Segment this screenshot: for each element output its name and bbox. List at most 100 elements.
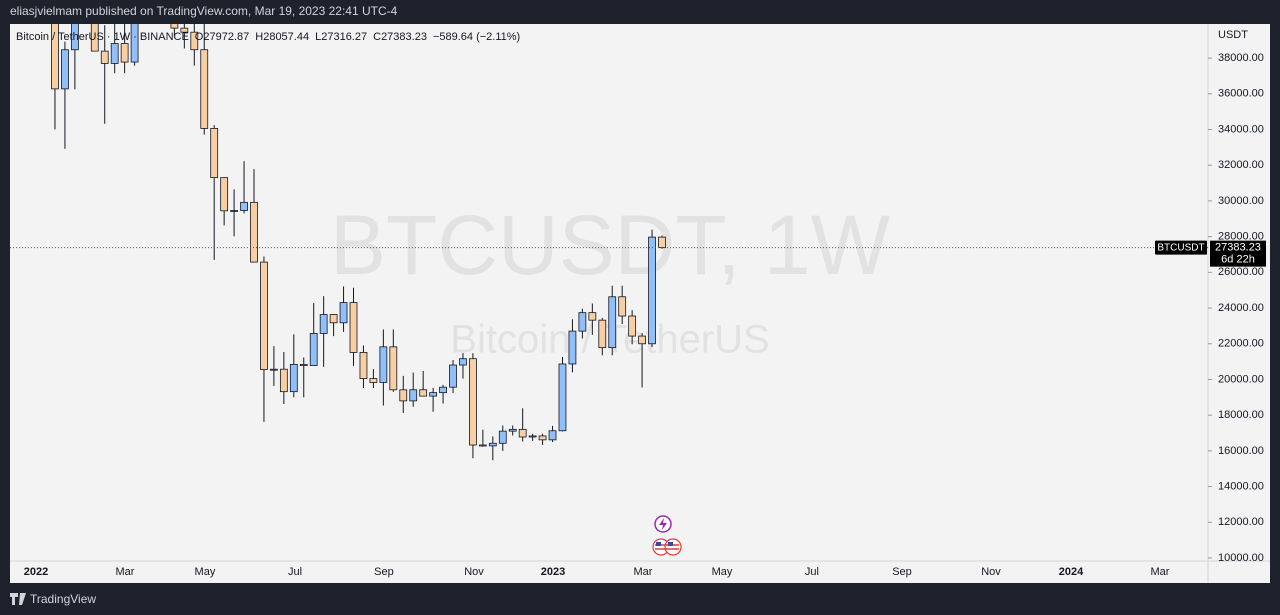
x-tick-label: Sep: [892, 566, 912, 578]
x-tick-label: Mar: [115, 566, 134, 578]
candle-body: [399, 389, 408, 402]
y-tick-label: 10000.00: [1218, 552, 1264, 564]
candle-body: [429, 392, 437, 397]
legend-value: 27316.27: [321, 31, 367, 43]
countdown: 6d 22h: [1221, 254, 1255, 266]
candle-body: [578, 312, 587, 332]
candle-body: [100, 50, 109, 64]
candle-body: [459, 358, 467, 366]
candle-body: [598, 319, 607, 349]
symbol-label: BTCUSDT: [1157, 242, 1204, 253]
legend: Bitcoin / TetherUS · 1W · BINANCE O27972.…: [16, 31, 520, 43]
candle-body: [608, 296, 617, 349]
candle-body: [618, 296, 627, 317]
candle-body: [409, 389, 418, 402]
publish-info: eliasjvielmam published on TradingView.c…: [10, 4, 398, 18]
y-tick-label: 12000.00: [1218, 516, 1264, 528]
candle-body: [389, 346, 398, 391]
candle-body: [528, 435, 537, 438]
event-icons: [652, 515, 682, 556]
watermark: BTCUSDT, 1W: [330, 198, 890, 292]
candle-body: [369, 378, 378, 383]
legend-value: 28057.44: [263, 31, 309, 43]
x-tick-label: Mar: [1150, 566, 1169, 578]
x-tick-label: 2023: [541, 566, 565, 578]
price-label-bg: [1210, 240, 1266, 267]
candle-body: [200, 49, 209, 129]
symbol: Bitcoin / TetherUS · 1W · BINANCE: [16, 31, 189, 43]
candle-body: [478, 444, 487, 447]
legend-value: 27972.87: [203, 31, 249, 43]
x-tick-label: Jul: [288, 566, 302, 578]
candle-body: [449, 364, 457, 388]
y-tick-label: 20000.00: [1218, 373, 1264, 385]
candle-body: [488, 442, 497, 447]
candle-body: [419, 389, 428, 397]
candle-body: [180, 27, 189, 33]
candle-body: [299, 363, 308, 366]
candle-body: [220, 177, 229, 212]
footer: TradingView: [10, 592, 96, 606]
candle-body: [210, 128, 219, 179]
x-tick-label: 2022: [24, 566, 48, 578]
x-tick-label: 2024: [1059, 566, 1084, 578]
legend-key: L: [315, 31, 321, 43]
y-tick-label: 30000.00: [1218, 195, 1264, 207]
candle-body: [568, 330, 577, 365]
candle-body: [439, 386, 447, 394]
y-tick-label: 28000.00: [1218, 231, 1264, 243]
candle-body: [638, 335, 646, 345]
x-tick-label: Mar: [634, 566, 653, 578]
legend-key: H: [255, 31, 263, 43]
x-tick-label: Nov: [981, 566, 1001, 578]
candle-body: [548, 430, 557, 441]
x-tick-label: Nov: [464, 566, 484, 578]
candle-body: [130, 24, 139, 63]
candle-body: [240, 201, 248, 211]
x-tick-label: May: [712, 566, 733, 578]
candle-body: [319, 314, 328, 334]
y-tick-label: 14000.00: [1218, 480, 1264, 492]
candles: [51, 24, 666, 461]
y-tick-label: 36000.00: [1218, 88, 1264, 100]
legend-value: 27383.23: [381, 31, 427, 43]
y-tick-label: 22000.00: [1218, 338, 1264, 350]
x-tick-label: Jul: [805, 566, 819, 578]
candle-body: [329, 314, 338, 324]
candle-body: [61, 49, 69, 90]
y-tick-label: 32000.00: [1218, 159, 1264, 171]
y-tick-label: 34000.00: [1218, 123, 1264, 135]
candle-body: [349, 302, 358, 353]
candle-body: [110, 43, 119, 64]
x-tick-label: Sep: [374, 566, 394, 578]
candle-body: [508, 428, 517, 432]
candle-body: [289, 363, 298, 393]
candle-body: [648, 236, 656, 345]
symbol-label-bg: [1155, 240, 1207, 255]
y-tick-label: 24000.00: [1218, 302, 1264, 314]
candle-body: [518, 428, 527, 438]
candle-body: [588, 312, 597, 321]
y-tick-label: 18000.00: [1218, 409, 1264, 421]
candle-body: [469, 358, 477, 446]
x-tick-label: May: [195, 566, 216, 578]
y-tick-label: 26000.00: [1218, 266, 1264, 278]
y-tick-label: 16000.00: [1218, 445, 1264, 457]
candle-body: [658, 236, 666, 249]
currency: USDT: [1218, 29, 1248, 41]
candle-body: [120, 43, 129, 63]
candle-body: [250, 201, 258, 263]
candle-body: [70, 24, 79, 51]
candle-body: [339, 302, 348, 324]
candle-body: [260, 261, 268, 370]
candle-body: [230, 210, 238, 212]
candle-body: [538, 435, 547, 441]
legend-key: C: [373, 31, 381, 43]
chart-background: [10, 24, 1270, 583]
candle-body: [309, 333, 318, 366]
candle-body: [270, 368, 278, 371]
legend-change: −589.64 (−2.11%): [433, 31, 520, 43]
candle-body: [170, 24, 179, 29]
